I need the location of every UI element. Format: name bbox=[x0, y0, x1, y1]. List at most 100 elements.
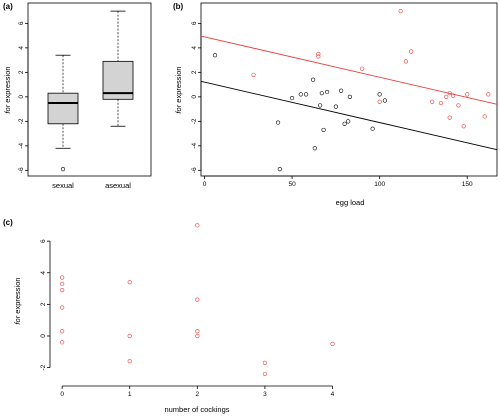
data-point-series-1 bbox=[486, 92, 491, 97]
panel-b-fit-lines bbox=[200, 35, 498, 151]
panel-b-y-axis-label: for expression bbox=[174, 66, 183, 113]
data-point-series-1 bbox=[409, 49, 414, 54]
y-tick-label: 0 bbox=[191, 95, 198, 99]
data-point-series-0 bbox=[333, 104, 338, 109]
panel-c-ylabel-rest: expression bbox=[13, 277, 22, 315]
category-label-asexual: asexual bbox=[105, 181, 131, 190]
data-point bbox=[127, 280, 132, 285]
panel-b-points bbox=[212, 9, 491, 172]
y-tick-label: 2 bbox=[40, 302, 47, 306]
panel-c-ylabel-italic: for bbox=[13, 315, 22, 324]
data-point-series-1 bbox=[482, 114, 487, 119]
data-point bbox=[195, 329, 200, 334]
y-tick-label: 0 bbox=[18, 95, 25, 99]
y-tick-label: -6 bbox=[191, 167, 198, 173]
panel-c-label: (c) bbox=[3, 218, 13, 227]
data-point bbox=[262, 371, 267, 377]
data-point-series-1 bbox=[438, 100, 444, 106]
panel-a-y-axis: -6 -4 -2 0 2 4 6 bbox=[18, 21, 29, 173]
data-point-series-0 bbox=[312, 146, 317, 151]
data-point bbox=[127, 359, 132, 364]
data-point-series-1 bbox=[447, 91, 452, 96]
data-point-series-0 bbox=[321, 127, 326, 133]
data-point-series-0 bbox=[319, 91, 324, 96]
data-point-series-1 bbox=[360, 66, 365, 71]
data-point-series-1 bbox=[316, 51, 321, 57]
x-tick-label: 50 bbox=[288, 181, 296, 188]
x-tick-label: 2 bbox=[195, 391, 199, 398]
panel-c-y-axis-label: for expression bbox=[13, 277, 22, 324]
panel-a-label: (a) bbox=[3, 2, 13, 11]
data-point bbox=[60, 281, 65, 286]
data-point-series-1 bbox=[403, 59, 409, 64]
y-tick-label: -2 bbox=[191, 118, 198, 124]
y-tick-label: 4 bbox=[18, 46, 25, 50]
x-tick-label: 1 bbox=[128, 391, 132, 398]
data-point bbox=[60, 340, 65, 345]
data-point-series-1 bbox=[461, 124, 466, 129]
y-tick-label: 0 bbox=[40, 334, 47, 338]
y-tick-label: 6 bbox=[191, 21, 198, 25]
data-point-series-1 bbox=[377, 99, 382, 104]
y-tick-label: 4 bbox=[40, 271, 47, 275]
outlier-point bbox=[60, 167, 66, 172]
data-point-series-0 bbox=[370, 126, 375, 131]
data-point-series-0 bbox=[325, 89, 330, 95]
data-point-series-1 bbox=[430, 99, 435, 104]
y-tick-label: -4 bbox=[18, 143, 25, 149]
x-tick-label: 100 bbox=[374, 181, 385, 188]
panel-a-boxes bbox=[47, 10, 134, 172]
data-point-series-0 bbox=[382, 98, 388, 103]
x-tick-label: 3 bbox=[263, 391, 267, 398]
y-tick-label: 2 bbox=[18, 70, 25, 74]
data-point-series-0 bbox=[346, 119, 351, 124]
panel-c-x-axis: 0 1 2 3 4 bbox=[60, 385, 335, 398]
y-tick-label: -6 bbox=[18, 167, 25, 173]
data-point bbox=[195, 223, 200, 228]
panel-a-ylabel-rest: expression bbox=[3, 66, 12, 104]
data-point-series-0 bbox=[277, 167, 282, 172]
data-point bbox=[60, 329, 65, 334]
y-tick-label: 4 bbox=[191, 46, 198, 50]
panel-b-y-axis: -6 -4 -2 0 2 4 6 bbox=[191, 21, 202, 173]
panel-c-scatter: (c) -2 0 2 4 6 0 1 2 3 4 for expression number o… bbox=[3, 218, 335, 414]
panel-b-label: (b) bbox=[173, 2, 184, 11]
panel-c-x-axis-label: number of cockings bbox=[164, 405, 229, 414]
data-point-series-1 bbox=[465, 92, 470, 97]
category-label-sexual: sexual bbox=[52, 181, 74, 190]
data-point bbox=[262, 360, 267, 365]
data-point-series-0 bbox=[289, 95, 295, 101]
y-tick-label: 2 bbox=[191, 70, 198, 74]
data-point-series-0 bbox=[347, 94, 352, 99]
data-point-series-1 bbox=[251, 72, 256, 77]
x-tick-label: 150 bbox=[462, 181, 473, 188]
data-point-series-0 bbox=[339, 88, 344, 93]
panel-b-x-axis-label: egg load bbox=[336, 198, 365, 207]
x-tick-label: 0 bbox=[60, 391, 64, 398]
data-point-series-0 bbox=[212, 53, 218, 58]
data-point-series-1 bbox=[444, 94, 449, 99]
panel-b-frame bbox=[200, 2, 498, 177]
data-point-series-0 bbox=[318, 103, 323, 108]
data-point-series-1 bbox=[447, 115, 452, 120]
data-point-series-1 bbox=[451, 93, 456, 98]
panel-a-ylabel-italic: for bbox=[3, 104, 12, 113]
data-point bbox=[195, 297, 200, 302]
data-point bbox=[330, 341, 335, 346]
x-tick-label: 0 bbox=[203, 181, 207, 188]
box-asexual bbox=[102, 10, 134, 127]
data-point bbox=[195, 333, 200, 339]
data-point-series-0 bbox=[303, 92, 309, 97]
data-point-series-1 bbox=[398, 9, 403, 14]
data-point-series-1 bbox=[316, 54, 321, 59]
y-tick-label: 6 bbox=[18, 21, 25, 25]
panel-a-y-axis-label: for expression bbox=[3, 66, 12, 113]
y-tick-label: -4 bbox=[191, 143, 198, 149]
data-point bbox=[60, 288, 65, 293]
y-tick-label: -2 bbox=[40, 364, 47, 370]
data-point bbox=[127, 333, 132, 339]
box-iqr bbox=[47, 92, 79, 125]
panel-a-category-labels: sexual asexual bbox=[52, 181, 131, 190]
